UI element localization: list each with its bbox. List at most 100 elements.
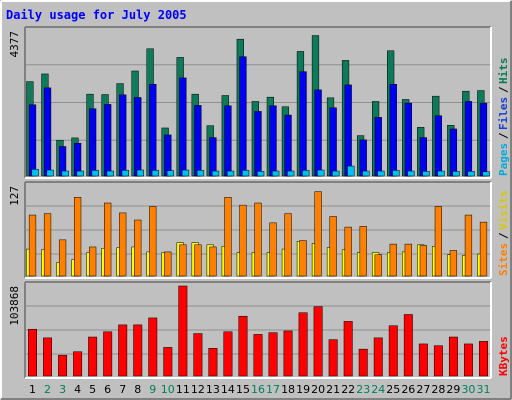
bar-kbytes-day-1 — [28, 328, 37, 377]
legend-files: Files — [497, 97, 510, 130]
legend-visits: Visits — [497, 190, 510, 230]
bar-files-day-30 — [464, 101, 473, 177]
legend-hits: Hits — [497, 58, 510, 85]
panel-visits-ymax-label: 127 — [8, 186, 21, 206]
day-label-13: 13 — [206, 383, 220, 396]
bar-sites-day-2 — [43, 213, 52, 277]
bar-sites-day-20 — [314, 191, 322, 277]
panel-kbytes-ymax-label: 103868 — [8, 286, 21, 326]
bar-pages-day-25 — [392, 170, 400, 177]
bar-sites-day-30 — [464, 214, 473, 277]
bar-files-day-9 — [149, 83, 157, 177]
bar-kbytes-day-30 — [463, 343, 473, 377]
day-label-6: 6 — [104, 383, 111, 396]
bar-pages-day-24 — [377, 170, 385, 177]
bar-kbytes-day-27 — [418, 343, 428, 377]
bar-sites-day-10 — [164, 251, 172, 277]
day-label-7: 7 — [119, 383, 126, 396]
day-label-19: 19 — [296, 383, 310, 396]
bar-sites-day-29 — [449, 250, 458, 277]
bar-pages-day-7 — [121, 170, 129, 177]
bar-pages-day-8 — [136, 169, 145, 177]
bar-files-day-11 — [179, 77, 187, 177]
bar-files-day-22 — [344, 84, 352, 177]
bar-pages-day-3 — [61, 170, 69, 177]
bar-pages-day-6 — [106, 170, 114, 177]
bar-pages-day-29 — [452, 171, 460, 177]
bar-files-day-20 — [314, 89, 322, 177]
bar-files-day-19 — [299, 71, 307, 177]
bar-kbytes-day-7 — [118, 324, 128, 377]
bar-files-day-23 — [359, 139, 367, 177]
bar-sites-day-4 — [73, 197, 82, 277]
bar-pages-day-31 — [482, 171, 490, 177]
bar-kbytes-day-17 — [268, 332, 278, 377]
bar-pages-day-16 — [257, 171, 265, 177]
bar-files-day-31 — [479, 102, 488, 177]
bar-sites-day-17 — [269, 222, 277, 277]
bar-kbytes-day-9 — [148, 317, 158, 377]
day-label-20: 20 — [311, 383, 325, 396]
bar-kbytes-day-31 — [479, 341, 488, 377]
bar-kbytes-day-14 — [223, 331, 233, 377]
day-label-3: 3 — [59, 383, 66, 396]
bar-files-day-2 — [43, 87, 52, 177]
day-label-2: 2 — [44, 383, 51, 396]
bar-sites-day-31 — [479, 221, 488, 277]
day-label-10: 10 — [161, 383, 175, 396]
bar-kbytes-day-22 — [343, 321, 353, 377]
bar-sites-day-7 — [119, 212, 127, 277]
bar-sites-day-18 — [284, 213, 292, 277]
bar-sites-day-11 — [179, 244, 187, 277]
bar-kbytes-day-19 — [298, 312, 308, 377]
bar-sites-day-25 — [389, 243, 397, 277]
bar-pages-day-14 — [226, 170, 235, 177]
bar-sites-day-19 — [299, 240, 307, 277]
bar-pages-day-27 — [422, 171, 430, 177]
bar-files-day-14 — [224, 105, 232, 177]
day-label-23: 23 — [356, 383, 370, 396]
bar-kbytes-day-16 — [253, 334, 263, 377]
bar-pages-day-2 — [46, 169, 54, 177]
bar-kbytes-day-26 — [403, 314, 413, 377]
legend-separator: / — [497, 232, 510, 239]
bar-sites-day-15 — [239, 204, 247, 277]
bar-sites-day-9 — [149, 206, 157, 277]
day-label-12: 12 — [191, 383, 205, 396]
bar-kbytes-day-8 — [133, 324, 143, 377]
bar-pages-day-28 — [437, 170, 445, 177]
bar-kbytes-day-2 — [43, 337, 53, 377]
bar-sites-day-12 — [194, 244, 202, 277]
bar-pages-day-17 — [272, 170, 280, 177]
bar-sites-day-14 — [224, 197, 232, 277]
chart-title: Daily usage for July 2005 — [6, 8, 187, 22]
day-label-9: 9 — [149, 383, 156, 396]
bar-pages-day-22 — [347, 165, 355, 177]
bar-pages-day-15 — [241, 170, 250, 177]
day-label-1: 1 — [29, 383, 36, 396]
bar-kbytes-day-3 — [58, 354, 68, 377]
panel-hits-ymax-label: 4377 — [8, 31, 21, 58]
bar-kbytes-day-12 — [193, 333, 203, 377]
day-label-15: 15 — [236, 383, 250, 396]
bar-files-day-15 — [239, 56, 247, 177]
bar-sites-day-27 — [419, 245, 427, 277]
bar-kbytes-day-4 — [73, 351, 83, 377]
bar-files-day-7 — [119, 94, 127, 177]
bar-kbytes-day-21 — [328, 339, 338, 377]
legend-sites: Sites — [497, 243, 510, 276]
bar-kbytes-day-18 — [283, 330, 293, 377]
day-label-29: 29 — [446, 383, 460, 396]
day-label-14: 14 — [221, 383, 235, 396]
bar-pages-day-1 — [31, 169, 39, 177]
bar-sites-day-3 — [58, 239, 67, 277]
day-label-26: 26 — [401, 383, 415, 396]
bar-pages-day-13 — [211, 170, 220, 177]
bar-files-day-12 — [194, 105, 202, 177]
bar-files-day-1 — [28, 104, 37, 177]
day-label-30: 30 — [461, 383, 475, 396]
bar-files-day-8 — [134, 97, 142, 177]
